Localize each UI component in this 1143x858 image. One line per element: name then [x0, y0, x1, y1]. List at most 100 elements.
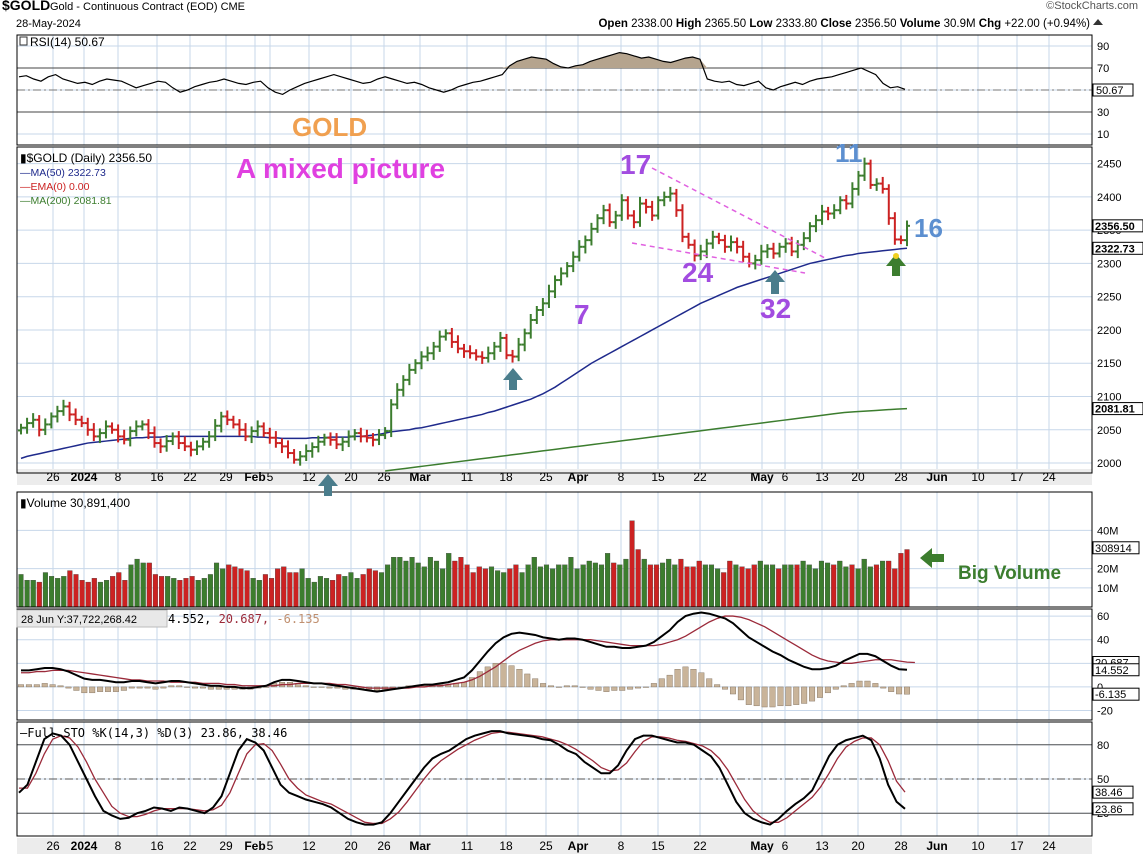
volume-bar	[171, 578, 177, 608]
price-bar	[594, 214, 601, 233]
volume-bar	[715, 568, 721, 608]
panel-frames	[16, 34, 1093, 837]
x-tick-label: 13	[815, 839, 829, 853]
hover-readout: 28 Jun Y:37,722,268.42	[21, 614, 137, 626]
price-bar	[867, 159, 874, 189]
volume-bar	[806, 564, 812, 608]
volume-bar	[85, 581, 91, 608]
volume-bar	[36, 581, 42, 608]
price-bar	[345, 430, 352, 448]
price-bar	[558, 267, 565, 286]
volume-bar	[311, 581, 317, 608]
macd-panel-title: 28 Jun Y:37,722,268.42 4.552, 20.687, -6…	[16, 609, 320, 628]
macd-histogram-bar	[168, 685, 175, 688]
x-tick-label: 15	[651, 470, 665, 484]
annotations: GOLD A mixed picture 17 11 16 24 32 7 Bi…	[236, 112, 1061, 584]
rsi-title: RSI(14) 50.67	[30, 35, 105, 49]
price-bar	[667, 186, 674, 202]
macd-histogram-bar	[793, 686, 800, 705]
macd-histogram-bar	[176, 685, 183, 688]
volume-bar	[427, 557, 433, 608]
x-tick-label: 24	[1042, 839, 1056, 853]
price-bar	[321, 433, 328, 446]
macd-histogram-bar	[872, 683, 879, 688]
macd-histogram-bar	[587, 686, 594, 690]
price-bar	[187, 441, 194, 457]
volume-bar	[837, 560, 843, 608]
volume-bar	[757, 560, 763, 608]
macd-histogram-bar	[824, 686, 831, 694]
price-bar	[376, 429, 383, 446]
quote-summary: Open 2338.00 High 2365.50 Low 2333.80 Cl…	[598, 18, 1090, 30]
macd-values: 4.552, 20.687, -6.135	[168, 612, 320, 626]
macd-histogram-bar	[682, 666, 689, 688]
price-bar	[291, 449, 298, 464]
big-volume-label: Big Volume	[958, 563, 1061, 584]
macd-histogram-bar	[468, 677, 475, 688]
macd-histogram-bar	[105, 686, 111, 692]
price-bar	[424, 346, 431, 362]
y-tick-label: -20	[1097, 706, 1113, 718]
volume-bar	[537, 566, 543, 608]
macd-line	[21, 611, 908, 693]
price-bar	[861, 157, 868, 181]
volume-bar	[440, 568, 446, 608]
macd-histogram-bar	[722, 686, 729, 690]
price-bar	[879, 176, 886, 194]
volume-tag-text: 308914	[1095, 543, 1132, 555]
panel-frame	[16, 721, 1093, 837]
price-bar	[752, 254, 759, 270]
x-tick-label: 6	[782, 470, 789, 484]
macd-histogram-bar	[207, 686, 214, 690]
price-bar	[418, 351, 425, 370]
macd-histogram-bar	[160, 686, 167, 689]
volume-bar	[287, 572, 293, 608]
volume-bar	[580, 564, 586, 608]
x-tick-label: 2024	[71, 839, 98, 853]
price-bar	[891, 212, 898, 245]
last-price-tag	[1092, 219, 1143, 233]
signal-dot	[893, 253, 899, 259]
price-bar	[473, 349, 480, 361]
x-tick-label: 11	[461, 839, 474, 853]
price-bar	[630, 210, 637, 229]
volume-bar	[213, 562, 220, 608]
price-bar	[709, 230, 716, 249]
volume-bar	[91, 578, 97, 608]
price-bar	[151, 426, 158, 448]
macd-histogram-bar	[619, 686, 626, 691]
x-tick-label: 26	[46, 839, 60, 853]
macd-histogram-bar	[761, 686, 768, 708]
price-bar	[181, 436, 188, 452]
expand-up-icon[interactable]	[1093, 19, 1103, 25]
volume-bar	[134, 558, 140, 608]
volume-bar	[825, 562, 831, 608]
price-bar	[721, 234, 728, 253]
macd-histogram-bar	[516, 669, 523, 688]
volume-bar	[122, 580, 128, 608]
volume-bar	[110, 576, 116, 608]
volume-bar	[372, 570, 378, 608]
price-bar	[624, 196, 631, 220]
volume-bar	[305, 578, 311, 608]
x-tick-label: 26	[377, 839, 391, 853]
volume-bar	[751, 564, 757, 608]
volume-bar	[24, 580, 30, 608]
volume-bar	[61, 576, 67, 608]
macd-histogram-bar	[484, 666, 491, 688]
x-tick-label: 16	[150, 839, 164, 853]
macd-histogram-bar	[184, 686, 191, 688]
volume-bar	[880, 560, 886, 608]
x-tick-label: 8	[115, 839, 122, 853]
volume-bar	[378, 572, 385, 608]
x-tick-label: 2024	[71, 470, 98, 484]
macd-histogram-bar	[832, 686, 839, 690]
sto-k-line	[18, 730, 906, 826]
price-bar	[388, 399, 395, 438]
volume-bar	[140, 562, 146, 608]
volume-bar	[666, 558, 672, 608]
volume-bar	[415, 562, 421, 608]
price-bar	[782, 238, 789, 253]
price-bar	[303, 444, 310, 462]
price-bar	[200, 437, 207, 451]
